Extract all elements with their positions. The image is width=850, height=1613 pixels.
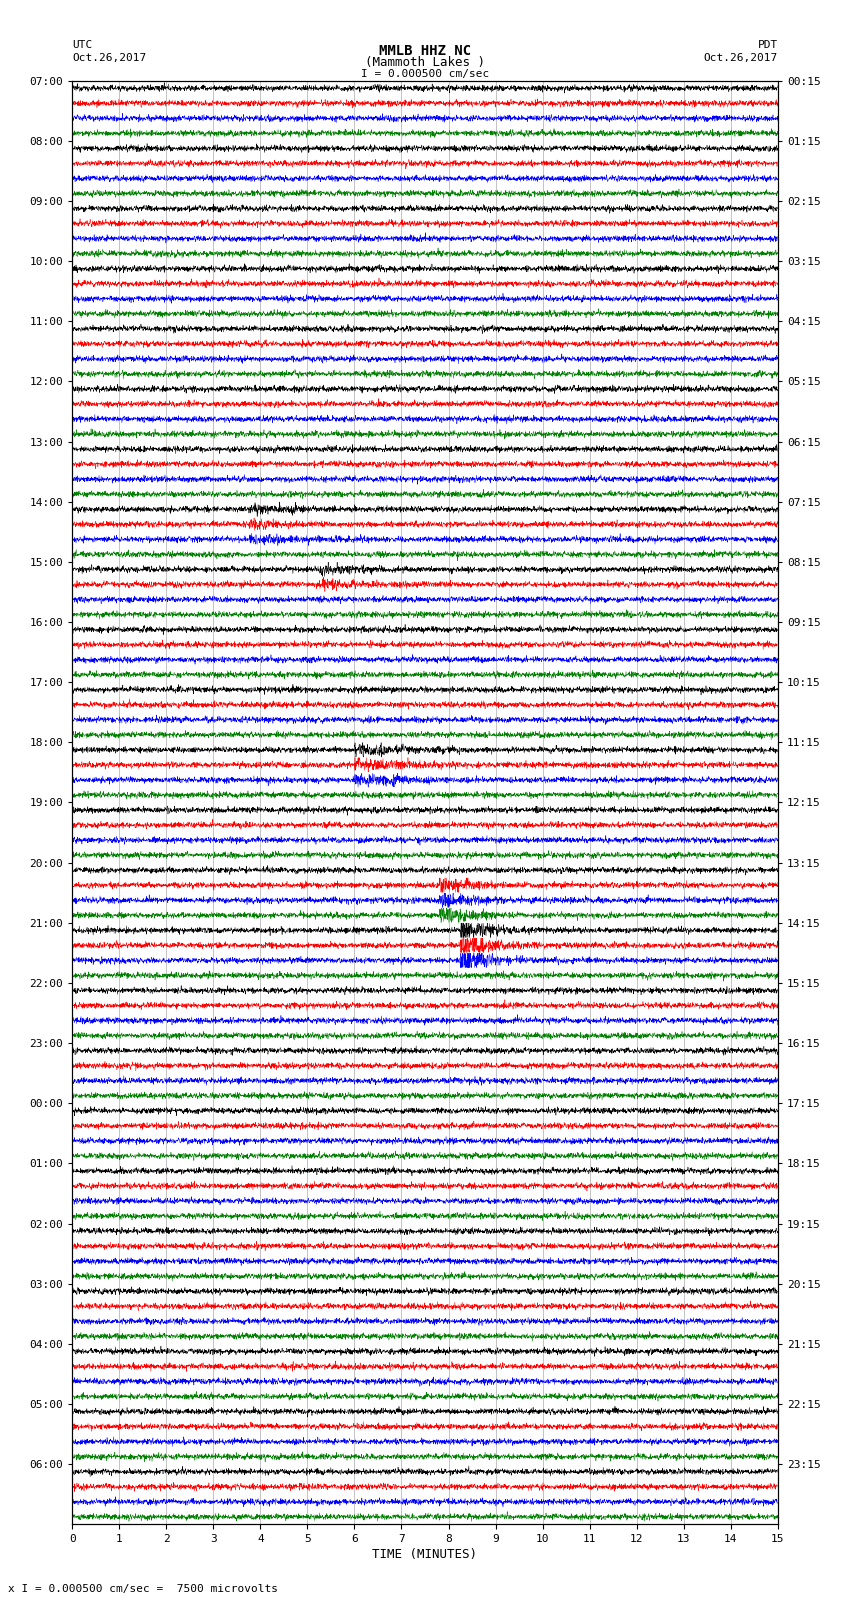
Text: UTC: UTC xyxy=(72,40,93,50)
Text: Oct.26,2017: Oct.26,2017 xyxy=(72,53,146,63)
Text: x I = 0.000500 cm/sec =  7500 microvolts: x I = 0.000500 cm/sec = 7500 microvolts xyxy=(8,1584,279,1594)
X-axis label: TIME (MINUTES): TIME (MINUTES) xyxy=(372,1548,478,1561)
Text: (Mammoth Lakes ): (Mammoth Lakes ) xyxy=(365,56,485,69)
Text: MMLB HHZ NC: MMLB HHZ NC xyxy=(379,44,471,58)
Text: I = 0.000500 cm/sec: I = 0.000500 cm/sec xyxy=(361,69,489,79)
Text: Oct.26,2017: Oct.26,2017 xyxy=(704,53,778,63)
Text: PDT: PDT xyxy=(757,40,778,50)
